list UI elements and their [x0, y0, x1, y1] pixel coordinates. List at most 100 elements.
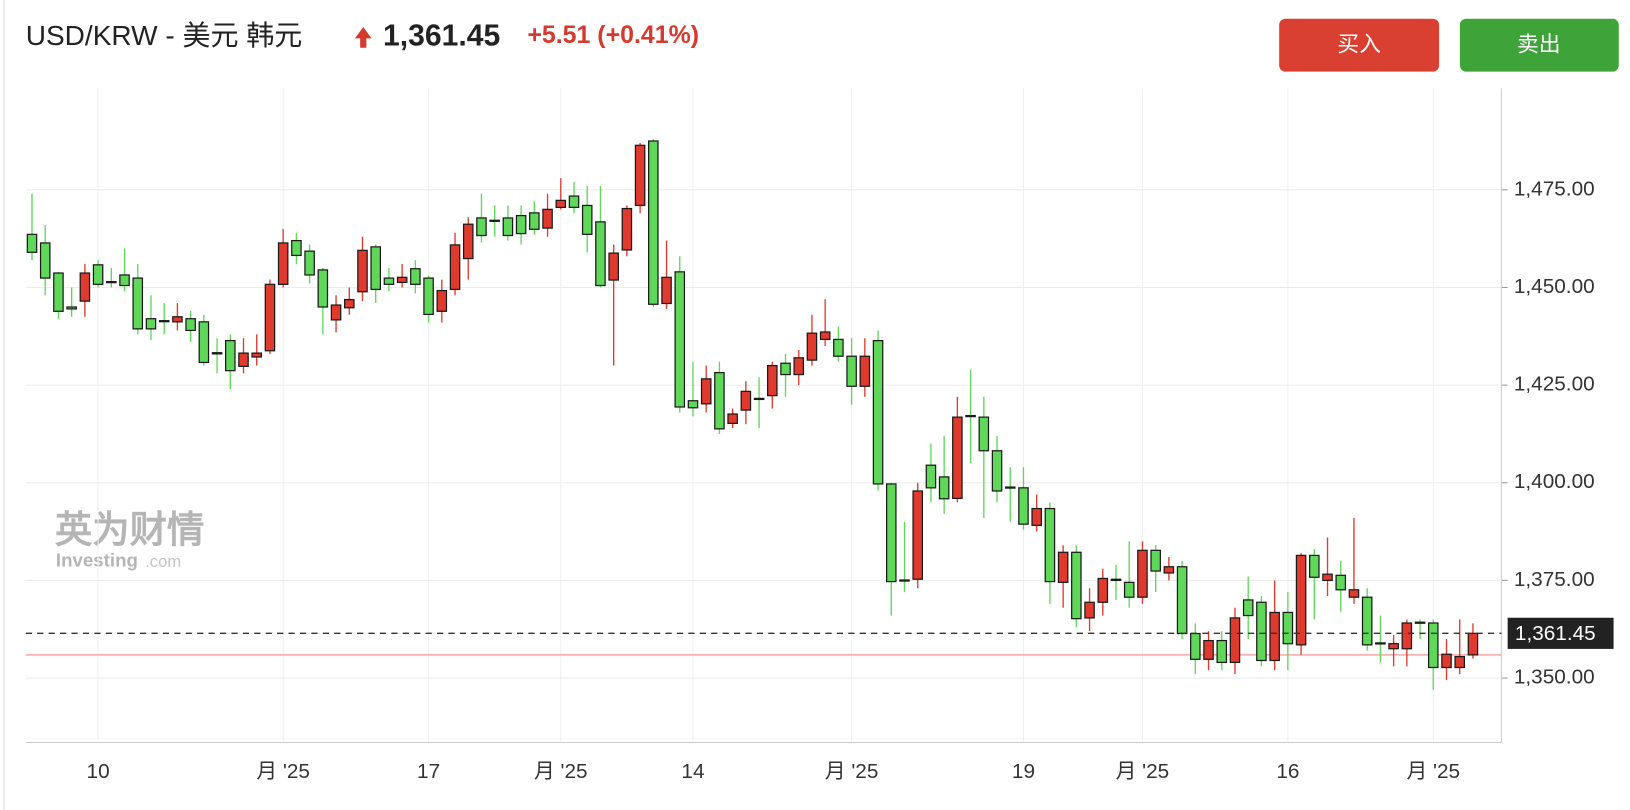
candle-body — [489, 219, 500, 222]
candle-body — [793, 357, 805, 376]
candle-body — [529, 212, 540, 230]
candle-body — [1242, 599, 1254, 617]
candle-body — [1361, 596, 1373, 646]
x-tick-label: 月 '25 — [1116, 760, 1170, 783]
sell-button[interactable] — [1459, 18, 1619, 72]
candle-body — [978, 416, 990, 452]
candle-body — [700, 378, 712, 405]
candle-body — [330, 304, 342, 321]
sell-label[interactable]: 卖出 — [1517, 31, 1561, 56]
candle-body — [1375, 642, 1386, 645]
candle-body — [1282, 611, 1294, 645]
candle-body — [119, 274, 130, 287]
candle-body — [1441, 653, 1452, 669]
candle-body — [740, 390, 752, 411]
candle-body — [39, 242, 51, 279]
candle-body — [1018, 487, 1029, 525]
candle-body — [608, 252, 619, 281]
candle-body — [819, 331, 831, 341]
candle-body — [172, 316, 183, 323]
price: 1,361.45 — [383, 19, 500, 52]
candle-body — [885, 483, 897, 583]
title: USD/KRW - 美元 韩元 — [26, 20, 303, 51]
candle-body — [648, 140, 659, 305]
candle-body — [1150, 549, 1161, 572]
candle-body — [1401, 622, 1413, 650]
candle-body — [1295, 554, 1307, 646]
candle-body — [238, 352, 249, 367]
candle-body — [462, 223, 474, 260]
buy-label[interactable]: 买入 — [1337, 31, 1381, 56]
candle-body — [1190, 632, 1201, 660]
x-tick-label: 月 '25 — [1406, 760, 1460, 783]
candle-body — [1123, 581, 1135, 598]
x-tick-label: 月 '25 — [534, 760, 588, 783]
candle-body — [343, 298, 355, 309]
candle-body — [436, 289, 448, 312]
candle-body — [515, 214, 527, 235]
y-tick-label: 1,450.00 — [1514, 275, 1595, 298]
candle-body — [952, 416, 963, 500]
candle-body — [925, 464, 937, 489]
candle-body — [26, 233, 38, 253]
candle-body — [555, 199, 567, 209]
y-tick-label: 1,375.00 — [1514, 568, 1595, 591]
candle-body — [753, 397, 765, 401]
candle-body — [277, 242, 289, 285]
candle-body — [449, 244, 461, 291]
y-tick-label: 1,425.00 — [1514, 373, 1595, 396]
candle-body — [264, 283, 276, 352]
candle-body — [1269, 611, 1280, 662]
candle-body — [1004, 486, 1016, 489]
candle-body — [423, 277, 434, 316]
candle-body — [872, 339, 884, 485]
candle-body — [1097, 577, 1109, 603]
candle-body — [410, 268, 421, 285]
candle-body — [621, 207, 633, 251]
candle-body — [1414, 621, 1426, 624]
candle-body — [1137, 549, 1148, 598]
candle-body — [92, 264, 104, 285]
candle-body — [106, 280, 117, 284]
x-tick-label: 17 — [417, 760, 440, 783]
candle-body — [79, 272, 91, 302]
candle-body — [211, 352, 223, 355]
candle-body — [1084, 601, 1095, 619]
last-price-label: 1,361.45 — [1515, 622, 1596, 645]
candle-body — [859, 355, 871, 387]
y-tick-label: 1,400.00 — [1514, 470, 1595, 493]
candle-body — [1163, 566, 1175, 574]
candle-body — [780, 362, 791, 376]
candle-body — [846, 355, 857, 387]
candle-body — [727, 413, 738, 425]
candle-body — [1335, 574, 1347, 591]
candle-body — [198, 321, 210, 364]
x-tick-label: 月 '25 — [825, 760, 879, 783]
candle-body — [396, 276, 408, 284]
candle-body — [965, 414, 976, 418]
candle-body — [1044, 507, 1056, 583]
candle-body — [145, 318, 157, 330]
candle-body — [806, 332, 818, 361]
candle-body — [767, 364, 778, 397]
candle-body — [158, 320, 170, 323]
candle-body — [1454, 655, 1466, 669]
candle-body — [674, 271, 686, 408]
candle-body — [568, 195, 580, 209]
candle-body — [370, 246, 382, 291]
candle-body — [317, 269, 329, 308]
candle-body — [938, 476, 950, 500]
candle-body — [1427, 622, 1439, 669]
candle-body — [66, 306, 77, 310]
candle-body — [899, 579, 910, 582]
candle-body — [1203, 639, 1214, 660]
watermark-en: Investing — [56, 550, 138, 571]
candle-body — [1322, 573, 1333, 582]
candle-body — [661, 276, 672, 305]
candle-body — [1309, 554, 1320, 578]
buy-button[interactable] — [1279, 18, 1440, 72]
candle-body — [714, 371, 725, 430]
candle-body — [1110, 578, 1122, 582]
